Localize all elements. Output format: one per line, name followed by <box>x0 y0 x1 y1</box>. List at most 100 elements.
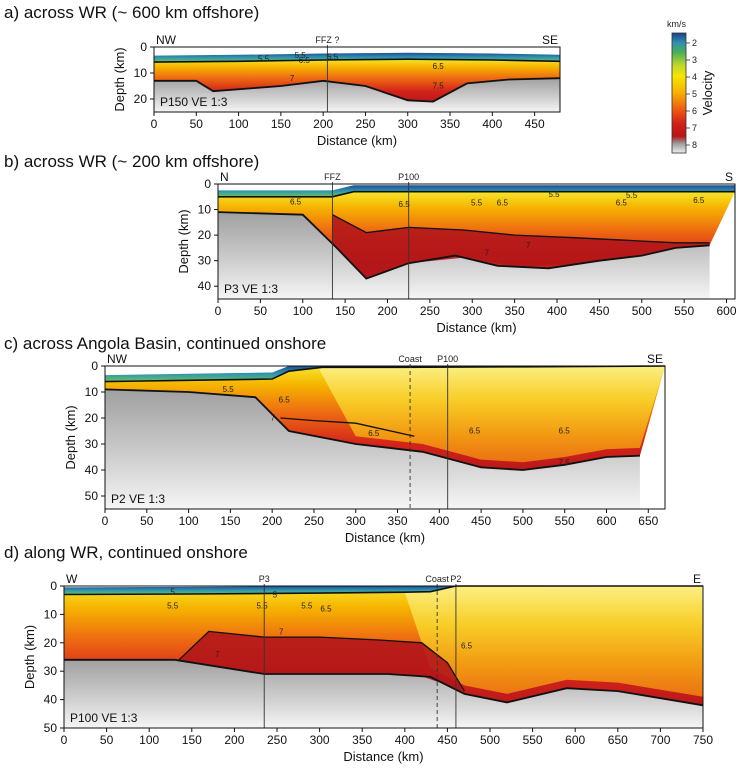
x-tick-label: 100 <box>229 117 249 131</box>
x-tick-label: 500 <box>632 304 652 318</box>
mantle-region <box>218 212 710 299</box>
x-tick-label: 600 <box>717 304 737 318</box>
contour-label: 6.5 <box>433 62 445 71</box>
y-tick-label: 40 <box>198 279 212 293</box>
contour-label: 6.5 <box>693 196 705 205</box>
x-tick-label: 450 <box>437 733 457 747</box>
x-tick-label: 650 <box>608 733 628 747</box>
corner-label-left: NW <box>107 352 128 366</box>
y-axis-label: Depth (km) <box>176 209 191 273</box>
lower-crust-region <box>179 631 465 694</box>
water-layer <box>105 366 665 382</box>
panel-a-title: a) across WR (~ 600 km offshore) <box>4 3 259 22</box>
contour-label: 6.5 <box>616 199 628 208</box>
x-axis-label: Distance (km) <box>317 133 397 148</box>
x-axis-label: Distance (km) <box>343 749 423 764</box>
x-tick-label: 150 <box>220 514 240 528</box>
panel-a: FFZ ?5.5 5.56.5 5.56.577.50 50 100 150 200 250 3… <box>112 33 561 148</box>
x-tick-label: 400 <box>482 117 502 131</box>
x-tick-label: 50 <box>140 514 154 528</box>
x-tick-label: 0 <box>102 514 109 528</box>
y-tick-label: 0 <box>140 40 147 54</box>
x-tick-label: 0 <box>61 733 68 747</box>
contour-label: 7 <box>271 414 276 423</box>
y-tick-label: 20 <box>198 228 212 242</box>
y-tick-label: 50 <box>85 489 99 503</box>
moho-line <box>217 211 710 280</box>
y-tick-label: 30 <box>198 254 212 268</box>
x-tick-label: 250 <box>420 304 440 318</box>
x-tick-label: 400 <box>429 514 449 528</box>
contour-label: 7 <box>290 74 295 83</box>
y-tick-label: 0 <box>91 359 98 373</box>
profile-label: P150 VE 1:3 <box>160 95 228 109</box>
corner-label-left: W <box>66 572 78 586</box>
x-tick-label: 50 <box>254 304 268 318</box>
contour-label: 6.5 <box>461 641 473 650</box>
intracrustal-line <box>280 417 415 437</box>
plot-frame <box>104 365 666 510</box>
plot-frame <box>63 585 704 729</box>
y-tick-label: 10 <box>198 203 212 217</box>
corner-label-left: N <box>220 170 229 184</box>
contour-label: 7.5 <box>559 458 571 467</box>
x-tick-label: 750 <box>693 733 713 747</box>
mantle-region <box>154 78 560 112</box>
contour-label: 6.5 <box>320 605 332 614</box>
x-tick-label: 0 <box>215 304 222 318</box>
corner-label-right: SE <box>542 33 558 47</box>
marker-label: P3 <box>259 574 270 584</box>
x-tick-label: 550 <box>555 514 575 528</box>
contour-label: 5.5 <box>257 602 269 611</box>
y-tick-label: 20 <box>134 92 148 106</box>
profile-label: P2 VE 1:3 <box>111 492 165 506</box>
x-tick-label: 150 <box>271 117 291 131</box>
contour-label: 6.5 <box>469 427 481 436</box>
moho-line <box>104 388 640 471</box>
x-axis-label: Distance (km) <box>436 320 516 335</box>
x-tick-label: 500 <box>480 733 500 747</box>
x-tick-label: 0 <box>151 117 158 131</box>
y-tick-label: 20 <box>85 411 99 425</box>
x-tick-label: 200 <box>313 117 333 131</box>
contour-label: 5.5 <box>327 52 339 61</box>
moho-line <box>64 658 704 707</box>
marker-label: P2 <box>450 574 461 584</box>
x-tick-label: 500 <box>513 514 533 528</box>
x-tick-label: 300 <box>398 117 418 131</box>
x-tick-label: 600 <box>596 514 616 528</box>
x-tick-label: 50 <box>100 733 114 747</box>
x-axis-label: Distance (km) <box>345 530 425 545</box>
x-tick-label: 100 <box>293 304 313 318</box>
colorbar-tick-label: 3 <box>692 55 697 65</box>
contour-label: 6.5 <box>290 197 302 206</box>
panel-b-title: b) across WR (~ 200 km offshore) <box>4 152 259 171</box>
marker-label: P100 <box>437 354 458 364</box>
colorbar-tick-label: 5 <box>692 89 697 99</box>
contour-label: 7 <box>485 249 490 258</box>
lower-crust-region <box>332 214 710 279</box>
colorbar-tick-label: 7 <box>692 123 697 133</box>
x-tick-label: 300 <box>310 733 330 747</box>
x-tick-label: 550 <box>674 304 694 318</box>
colorbar-tick-label: 4 <box>692 72 697 82</box>
x-tick-label: 350 <box>388 514 408 528</box>
x-tick-label: 300 <box>462 304 482 318</box>
x-tick-label: 200 <box>262 514 282 528</box>
y-tick-label: 30 <box>44 664 58 678</box>
colorbar-tick-label: 6 <box>692 106 697 116</box>
panel-c-title: c) across Angola Basin, continued onshor… <box>4 334 326 353</box>
x-tick-label: 100 <box>139 733 159 747</box>
marker-label: Coast <box>425 574 449 584</box>
x-tick-label: 450 <box>525 117 545 131</box>
x-tick-label: 550 <box>523 733 543 747</box>
x-tick-label: 50 <box>190 117 204 131</box>
seafloor-line <box>153 58 561 63</box>
contour-label: 5.5 <box>626 191 638 200</box>
x-tick-label: 200 <box>377 304 397 318</box>
profile-label: P3 VE 1:3 <box>224 282 278 296</box>
x-tick-label: 600 <box>565 733 585 747</box>
